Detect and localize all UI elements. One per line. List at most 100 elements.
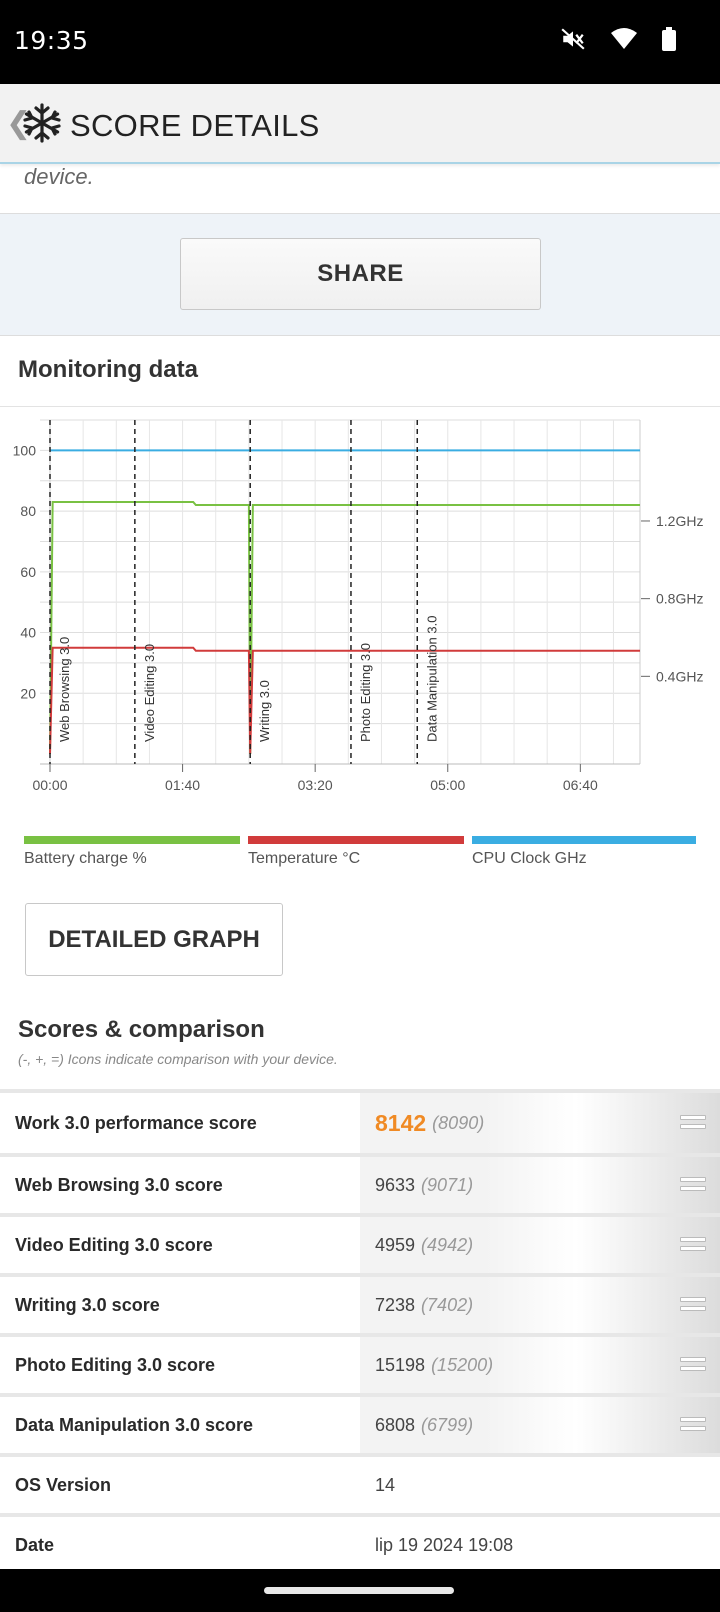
- score-label: Photo Editing 3.0 score: [15, 1337, 360, 1393]
- divider: [0, 406, 720, 407]
- score-label: Web Browsing 3.0 score: [15, 1157, 360, 1213]
- table-row: Work 3.0 performance score 8142 (8090): [0, 1089, 720, 1153]
- monitoring-chart: 20 40 60 80 100 0.4GHz 0.8GHz 1.2GHz 00:00 01:40 0…: [13, 419, 703, 793]
- status-icons: [560, 26, 676, 52]
- right-tick-label: 1.2GHz: [656, 513, 703, 529]
- x-tick-label: 00:00: [32, 777, 67, 793]
- event-label: Writing 3.0: [257, 680, 272, 742]
- score-label: Video Editing 3.0 score: [15, 1217, 360, 1273]
- description-text: device.: [24, 164, 94, 189]
- info-value-cell: 14: [360, 1457, 720, 1513]
- score-value-cell: 6808 (6799): [360, 1397, 720, 1453]
- detailed-graph-button[interactable]: DETAILED GRAPH: [25, 903, 283, 976]
- scores-title: Scores & comparison: [18, 1016, 265, 1043]
- legend-battery-swatch: [24, 836, 240, 844]
- info-label: Date: [15, 1517, 360, 1573]
- equal-icon: [680, 1237, 706, 1253]
- app-bar: ❮ SCORE DETAILS: [0, 84, 720, 164]
- score-number: 4959: [375, 1234, 416, 1255]
- snowflake-logo-icon: [23, 103, 61, 143]
- score-label: Work 3.0 performance score: [15, 1093, 360, 1153]
- monitoring-title: Monitoring data: [18, 356, 198, 383]
- equal-icon: [680, 1177, 706, 1193]
- score-value: 15198 (15200): [375, 1337, 493, 1393]
- reference-score: (4942): [421, 1234, 474, 1255]
- reference-score: (7402): [421, 1294, 474, 1315]
- score-number: 8142: [375, 1109, 427, 1136]
- navigation-bar: [0, 1569, 720, 1612]
- info-label: OS Version: [15, 1457, 360, 1513]
- legend-battery: Battery charge %: [24, 836, 240, 867]
- series-line-1: [49, 646, 640, 755]
- table-row: Data Manipulation 3.0 score 6808 (6799): [0, 1393, 720, 1453]
- legend-battery-label: Battery charge %: [24, 850, 147, 867]
- wifi-icon: [611, 28, 637, 49]
- legend-temperature-label: Temperature °C: [248, 850, 361, 867]
- score-table: Work 3.0 performance score 8142 (8090) We…: [0, 1089, 720, 1573]
- table-row: Date lip 19 2024 19:08: [0, 1513, 720, 1573]
- score-value: 6808 (6799): [375, 1397, 473, 1453]
- score-value-cell: 9633 (9071): [360, 1157, 720, 1213]
- score-value-cell: 15198 (15200): [360, 1337, 720, 1393]
- score-value: 4959 (4942): [375, 1217, 473, 1273]
- event-label: Web Browsing 3.0: [57, 637, 72, 742]
- table-row: Video Editing 3.0 score 4959 (4942): [0, 1213, 720, 1273]
- monitoring-card: Monitoring data 20 40 60 80 100 0.4GHz 0.8GHz 1…: [0, 335, 720, 1575]
- equal-icon: [680, 1297, 706, 1313]
- score-value: 7238 (7402): [375, 1277, 473, 1333]
- mute-icon: [561, 28, 585, 50]
- legend-cpu: CPU Clock GHz: [472, 836, 696, 867]
- legend-temperature-swatch: [248, 836, 464, 844]
- equal-icon: [680, 1417, 706, 1433]
- score-label: Writing 3.0 score: [15, 1277, 360, 1333]
- score-value: 8142 (8090): [375, 1093, 484, 1153]
- equal-icon: [680, 1115, 706, 1131]
- table-row: Photo Editing 3.0 score 15198 (15200): [0, 1333, 720, 1393]
- score-value: 9633 (9071): [375, 1157, 473, 1213]
- y-tick-label: 20: [20, 685, 36, 701]
- info-value: lip 19 2024 19:08: [375, 1534, 514, 1555]
- reference-score: (8090): [432, 1112, 485, 1133]
- x-tick-label: 03:20: [298, 777, 333, 793]
- legend-temperature: Temperature °C: [248, 836, 464, 867]
- score-number: 6808: [375, 1414, 416, 1435]
- info-value: 14: [375, 1474, 396, 1495]
- x-tick-label: 06:40: [563, 777, 598, 793]
- score-number: 15198: [375, 1354, 426, 1375]
- table-row: Web Browsing 3.0 score 9633 (9071): [0, 1153, 720, 1213]
- scores-subtitle: (-, +, =) Icons indicate comparison with…: [18, 1051, 338, 1067]
- reference-score: (6799): [421, 1414, 474, 1435]
- y-tick-label: 80: [20, 503, 36, 519]
- y-tick-label: 100: [13, 442, 37, 458]
- score-number: 7238: [375, 1294, 416, 1315]
- score-number: 9633: [375, 1174, 416, 1195]
- y-tick-label: 60: [20, 564, 36, 580]
- right-tick-label: 0.8GHz: [656, 591, 703, 607]
- equal-icon: [680, 1357, 706, 1373]
- status-bar: 19:35: [0, 0, 720, 84]
- legend-cpu-label: CPU Clock GHz: [472, 850, 587, 867]
- reference-score: (9071): [421, 1174, 474, 1195]
- share-button[interactable]: SHARE: [180, 238, 541, 310]
- event-label: Data Manipulation 3.0: [424, 616, 439, 742]
- score-value-cell: 4959 (4942): [360, 1217, 720, 1273]
- x-tick-label: 01:40: [165, 777, 200, 793]
- battery-icon: [662, 27, 676, 51]
- status-time: 19:35: [14, 26, 89, 55]
- home-handle[interactable]: [264, 1587, 454, 1594]
- back-chevron-icon[interactable]: ❮: [6, 106, 32, 141]
- right-tick-label: 0.4GHz: [656, 668, 703, 684]
- table-row: Writing 3.0 score 7238 (7402): [0, 1273, 720, 1333]
- series-line-0: [49, 500, 640, 755]
- score-label: Data Manipulation 3.0 score: [15, 1397, 360, 1453]
- legend-cpu-swatch: [472, 836, 696, 844]
- x-tick-label: 05:00: [430, 777, 465, 793]
- description-card: device.: [0, 164, 720, 214]
- reference-score: (15200): [431, 1354, 494, 1375]
- table-row: OS Version 14: [0, 1453, 720, 1513]
- info-value-cell: lip 19 2024 19:08: [360, 1517, 720, 1573]
- event-label: Photo Editing 3.0: [358, 643, 373, 742]
- page-title: SCORE DETAILS: [70, 108, 320, 143]
- y-tick-label: 40: [20, 625, 36, 641]
- score-value-cell: 7238 (7402): [360, 1277, 720, 1333]
